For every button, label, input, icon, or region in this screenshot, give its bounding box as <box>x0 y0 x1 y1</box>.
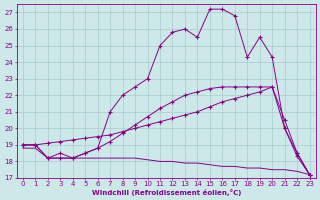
X-axis label: Windchill (Refroidissement éolien,°C): Windchill (Refroidissement éolien,°C) <box>92 189 241 196</box>
